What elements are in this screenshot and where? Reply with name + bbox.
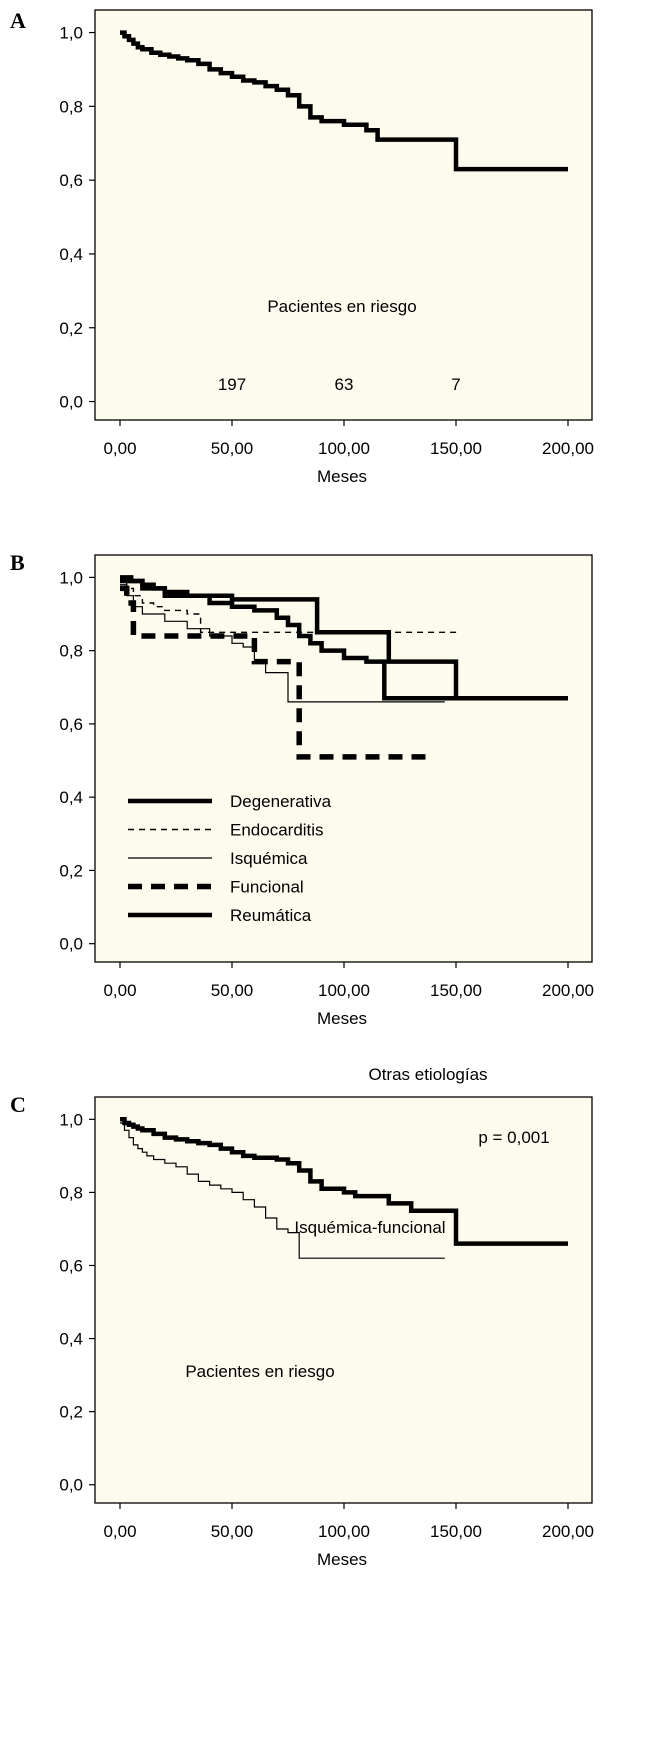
series-line-funcional <box>120 585 434 760</box>
y-tick-label: 0,2 <box>59 319 83 338</box>
y-tick-label: 0,0 <box>59 393 83 412</box>
series-line-otras-etiologías <box>120 1117 568 1246</box>
x-tick-label: 100,00 <box>318 981 370 1000</box>
x-tick-label: 100,00 <box>318 1522 370 1541</box>
y-tick-label: 0,8 <box>59 642 83 661</box>
series-group <box>120 30 568 172</box>
panel-label: A <box>10 8 26 33</box>
chart-panel-a: A 0,0 0,2 0,4 0,6 0,8 1,0 0,00 50,00 100,00 150,00… <box>10 8 594 486</box>
y-tick-label: 0,6 <box>59 715 83 734</box>
at-risk-count: 197 <box>218 375 246 394</box>
annotation: Otras etiologías <box>368 1065 487 1084</box>
plot-area <box>94 1096 593 1504</box>
y-tick-label: 0,8 <box>59 97 83 116</box>
series-line-isquémica-funcional <box>120 1122 445 1259</box>
at-risk-count: 7 <box>451 375 460 394</box>
y-tick-label: 0,4 <box>59 1330 83 1349</box>
chart-panel-c: C 0,0 0,2 0,4 0,6 0,8 1,0 0,00 50,00 100,00 150,00… <box>10 1065 594 1569</box>
x-tick-label: 150,00 <box>430 439 482 458</box>
legend-label: Degenerativa <box>230 792 332 811</box>
y-tick-label: 0,4 <box>59 788 83 807</box>
annotation: Pacientes en riesgo <box>267 297 416 316</box>
x-axis: 0,00 50,00 100,00 150,00 200,00 <box>103 420 594 458</box>
series-line <box>120 30 568 172</box>
y-axis: 0,0 0,2 0,4 0,6 0,8 1,0 <box>59 1110 95 1495</box>
panel-label: C <box>10 1092 26 1117</box>
annotation: Pacientes en riesgo <box>185 1362 334 1381</box>
annotation: Isquémica-funcional <box>294 1218 445 1237</box>
y-tick-label: 0,2 <box>59 1403 83 1422</box>
series-group <box>120 1117 568 1259</box>
x-tick-label: 150,00 <box>430 1522 482 1541</box>
legend: Degenerativa Endocarditis Isquémica Funcion… <box>128 792 332 925</box>
legend-label: Reumática <box>230 906 312 925</box>
y-tick-label: 0,4 <box>59 245 83 264</box>
y-tick-label: 0,0 <box>59 1476 83 1495</box>
x-axis: 0,00 50,00 100,00 150,00 200,00 <box>103 1503 594 1541</box>
series-line-isquémica <box>120 584 445 703</box>
x-axis-title: Meses <box>317 467 367 486</box>
chart-panel-b: B 0,0 0,2 0,4 0,6 0,8 1,0 0,00 50,00 100,00 150,00… <box>10 550 594 1028</box>
x-tick-label: 200,00 <box>542 981 594 1000</box>
y-tick-label: 1,0 <box>59 568 83 587</box>
x-axis: 0,00 50,00 100,00 150,00 200,00 <box>103 962 594 1000</box>
series-group <box>120 575 568 760</box>
y-axis: 0,0 0,2 0,4 0,6 0,8 1,0 <box>59 568 95 954</box>
y-tick-label: 1,0 <box>59 24 83 43</box>
x-tick-label: 0,00 <box>103 1522 136 1541</box>
panel-label: B <box>10 550 25 575</box>
y-tick-label: 0,2 <box>59 861 83 880</box>
legend-label: Funcional <box>230 878 304 897</box>
y-tick-label: 1,0 <box>59 1110 83 1129</box>
legend-label: Isquémica <box>230 849 308 868</box>
x-tick-label: 50,00 <box>211 1522 254 1541</box>
x-tick-label: 50,00 <box>211 981 254 1000</box>
x-tick-label: 150,00 <box>430 981 482 1000</box>
y-axis: 0,0 0,2 0,4 0,6 0,8 1,0 <box>59 24 95 412</box>
x-tick-label: 200,00 <box>542 439 594 458</box>
at-risk-count: 63 <box>335 375 354 394</box>
x-tick-label: 200,00 <box>542 1522 594 1541</box>
x-tick-label: 100,00 <box>318 439 370 458</box>
x-axis-title: Meses <box>317 1009 367 1028</box>
x-tick-label: 0,00 <box>103 439 136 458</box>
x-tick-label: 50,00 <box>211 439 254 458</box>
y-tick-label: 0,8 <box>59 1183 83 1202</box>
x-axis-title: Meses <box>317 1550 367 1569</box>
x-tick-label: 0,00 <box>103 981 136 1000</box>
y-tick-label: 0,6 <box>59 1256 83 1275</box>
plot-area <box>94 9 593 421</box>
legend-label: Endocarditis <box>230 821 324 840</box>
annotation: p = 0,001 <box>478 1128 549 1147</box>
y-tick-label: 0,0 <box>59 935 83 954</box>
y-tick-label: 0,6 <box>59 171 83 190</box>
series-line-reumática <box>120 578 568 701</box>
